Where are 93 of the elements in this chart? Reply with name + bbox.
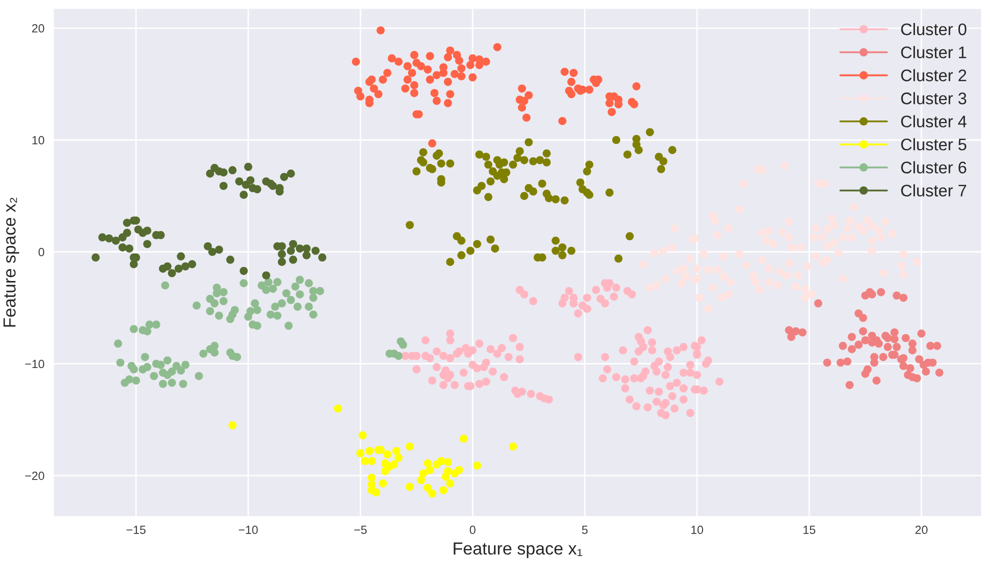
point xyxy=(884,334,892,342)
point xyxy=(823,358,832,367)
point xyxy=(390,460,398,468)
x-tick-label: −10 xyxy=(238,526,258,534)
point xyxy=(861,336,870,344)
point xyxy=(424,484,432,492)
point xyxy=(892,342,901,352)
point xyxy=(426,466,434,474)
point xyxy=(446,479,454,488)
x-tick-label: −5 xyxy=(354,526,367,534)
y-tick-label: −10 xyxy=(25,360,44,368)
point xyxy=(444,458,452,466)
point xyxy=(334,404,342,413)
point xyxy=(416,476,426,484)
y-tick-label: −20 xyxy=(25,472,44,480)
point xyxy=(460,434,468,443)
point xyxy=(846,380,854,390)
point xyxy=(879,352,888,362)
point xyxy=(378,479,387,488)
point xyxy=(381,467,390,476)
point xyxy=(455,466,464,474)
legend-label: Cluster 6 xyxy=(901,161,966,174)
point xyxy=(933,342,942,350)
point xyxy=(368,486,376,494)
y-axis-title: Feature space x₂ xyxy=(4,198,20,327)
point xyxy=(922,368,930,376)
legend-label: Cluster 4 xyxy=(901,115,967,128)
point xyxy=(917,329,926,338)
point xyxy=(902,334,910,342)
x-tick-label: 0 xyxy=(470,526,476,534)
point xyxy=(874,340,883,348)
point xyxy=(859,314,868,322)
point xyxy=(814,299,822,308)
point xyxy=(838,342,847,350)
legend-label: Cluster 1 xyxy=(901,46,966,58)
point xyxy=(848,345,856,354)
point xyxy=(899,294,908,302)
point xyxy=(437,457,446,466)
point xyxy=(872,376,881,385)
point xyxy=(848,332,856,341)
point xyxy=(424,459,432,468)
point xyxy=(876,288,886,296)
point xyxy=(356,449,364,458)
x-tick-label: 5 xyxy=(582,526,588,534)
point xyxy=(798,328,807,336)
x-tick-label: −15 xyxy=(126,526,146,534)
point xyxy=(892,291,901,300)
point xyxy=(836,358,845,367)
point xyxy=(915,355,924,364)
point xyxy=(884,342,892,352)
point xyxy=(854,340,863,349)
y-tick-label: 0 xyxy=(38,248,44,256)
x-tick-label: 20 xyxy=(915,526,928,534)
legend-label: Cluster 5 xyxy=(901,138,966,150)
y-tick-label: 10 xyxy=(32,136,44,144)
point xyxy=(406,482,414,491)
x-tick-label: 15 xyxy=(804,526,816,534)
point xyxy=(360,457,369,466)
point xyxy=(899,362,908,370)
point xyxy=(439,486,448,494)
point xyxy=(358,431,367,440)
point xyxy=(428,489,436,498)
legend-label: Cluster 7 xyxy=(901,184,966,196)
point xyxy=(912,374,921,382)
legend-label: Cluster 2 xyxy=(901,69,966,82)
legend-label: Cluster 0 xyxy=(901,23,966,36)
point xyxy=(368,457,376,466)
point xyxy=(406,442,414,451)
point xyxy=(383,450,392,458)
point xyxy=(444,467,452,476)
point xyxy=(890,328,899,336)
point xyxy=(787,332,796,341)
point xyxy=(890,335,899,344)
point xyxy=(908,340,916,348)
point xyxy=(394,454,403,462)
x-tick-label: 10 xyxy=(691,526,704,534)
point xyxy=(899,354,908,362)
point xyxy=(870,358,878,367)
point xyxy=(473,461,482,470)
x-axis-title: Feature space x₁ xyxy=(454,542,582,558)
legend-label: Cluster 3 xyxy=(901,92,966,104)
point xyxy=(906,364,914,372)
point xyxy=(861,370,870,378)
y-tick-label: 20 xyxy=(32,24,44,33)
point xyxy=(365,446,374,456)
point xyxy=(935,368,944,377)
point xyxy=(392,446,400,456)
point xyxy=(228,421,237,430)
point xyxy=(419,469,428,478)
point xyxy=(508,442,518,451)
point xyxy=(843,357,852,366)
point xyxy=(859,327,868,336)
point xyxy=(908,346,916,354)
